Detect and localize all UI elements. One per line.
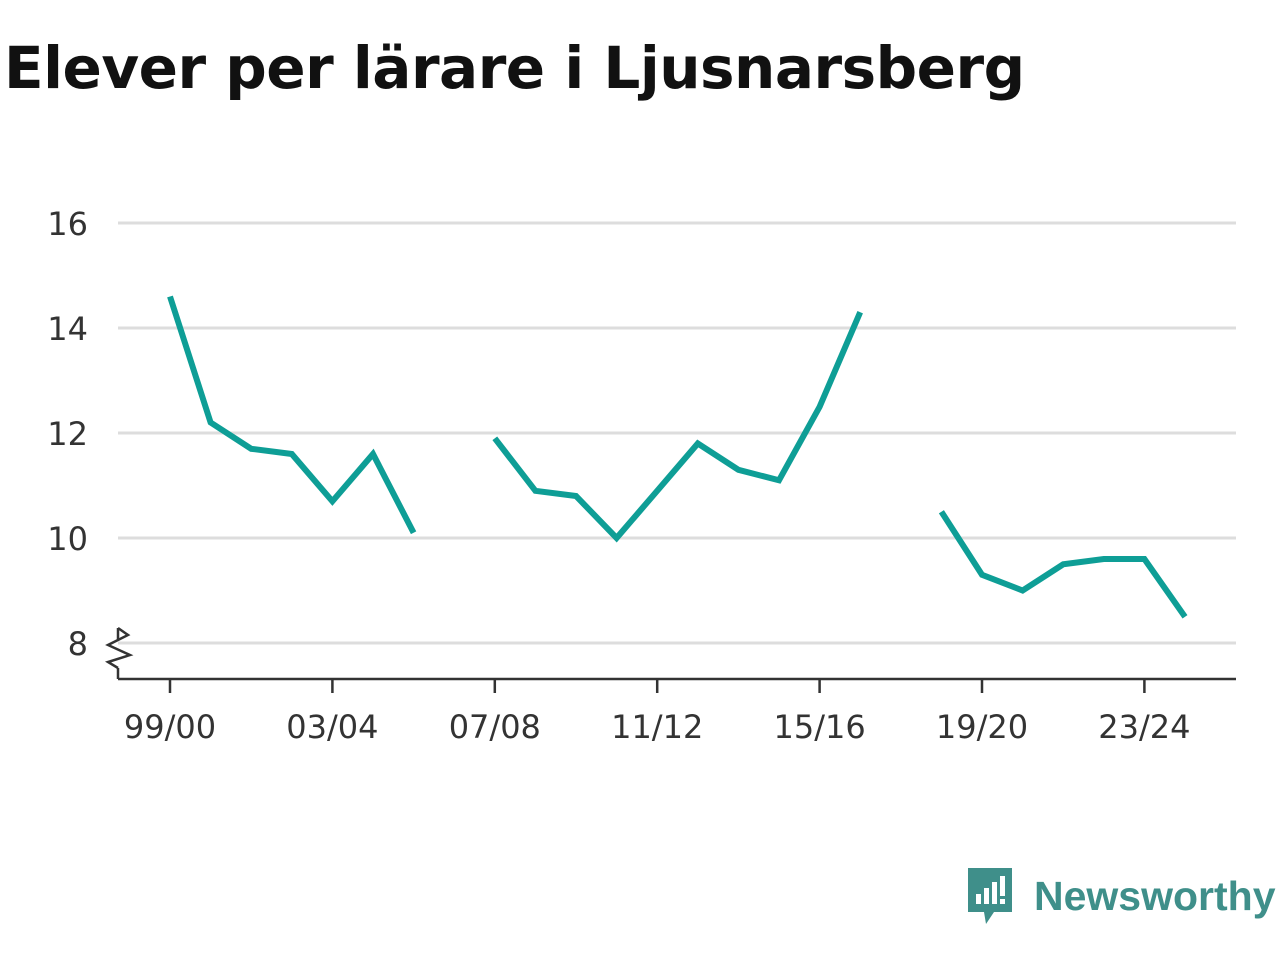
series-line bbox=[492, 311, 863, 543]
x-tick-label: 03/04 bbox=[286, 708, 378, 746]
gridlines bbox=[118, 221, 1236, 645]
y-tick-label: 14 bbox=[47, 310, 88, 348]
y-tick-label: 8 bbox=[68, 625, 88, 663]
x-tick-label: 11/12 bbox=[611, 708, 703, 746]
series-line bbox=[167, 295, 417, 535]
x-tick-label: 99/00 bbox=[124, 708, 216, 746]
axis-break-icon bbox=[104, 626, 134, 670]
series-layer bbox=[167, 295, 1188, 619]
x-tick-label: 15/16 bbox=[773, 708, 865, 746]
x-tick-label: 23/24 bbox=[1098, 708, 1190, 746]
chart-title: Elever per lärare i Ljusnarsberg bbox=[4, 34, 1025, 102]
axes: 8 10 12 14 16 99/00 03/04 07/08 11/12 15/16 19/20 2… bbox=[47, 205, 1236, 746]
brand-name: Newsworthy bbox=[1034, 872, 1276, 919]
x-tick-label: 19/20 bbox=[936, 708, 1028, 746]
y-tick-label: 12 bbox=[47, 415, 88, 453]
brand: Newsworthy bbox=[964, 864, 1276, 928]
newsworthy-logo-icon bbox=[968, 868, 1012, 924]
y-tick-label: 10 bbox=[47, 520, 88, 558]
x-tick-label: 07/08 bbox=[449, 708, 541, 746]
series-line bbox=[938, 510, 1188, 619]
y-tick-label: 16 bbox=[47, 205, 88, 243]
